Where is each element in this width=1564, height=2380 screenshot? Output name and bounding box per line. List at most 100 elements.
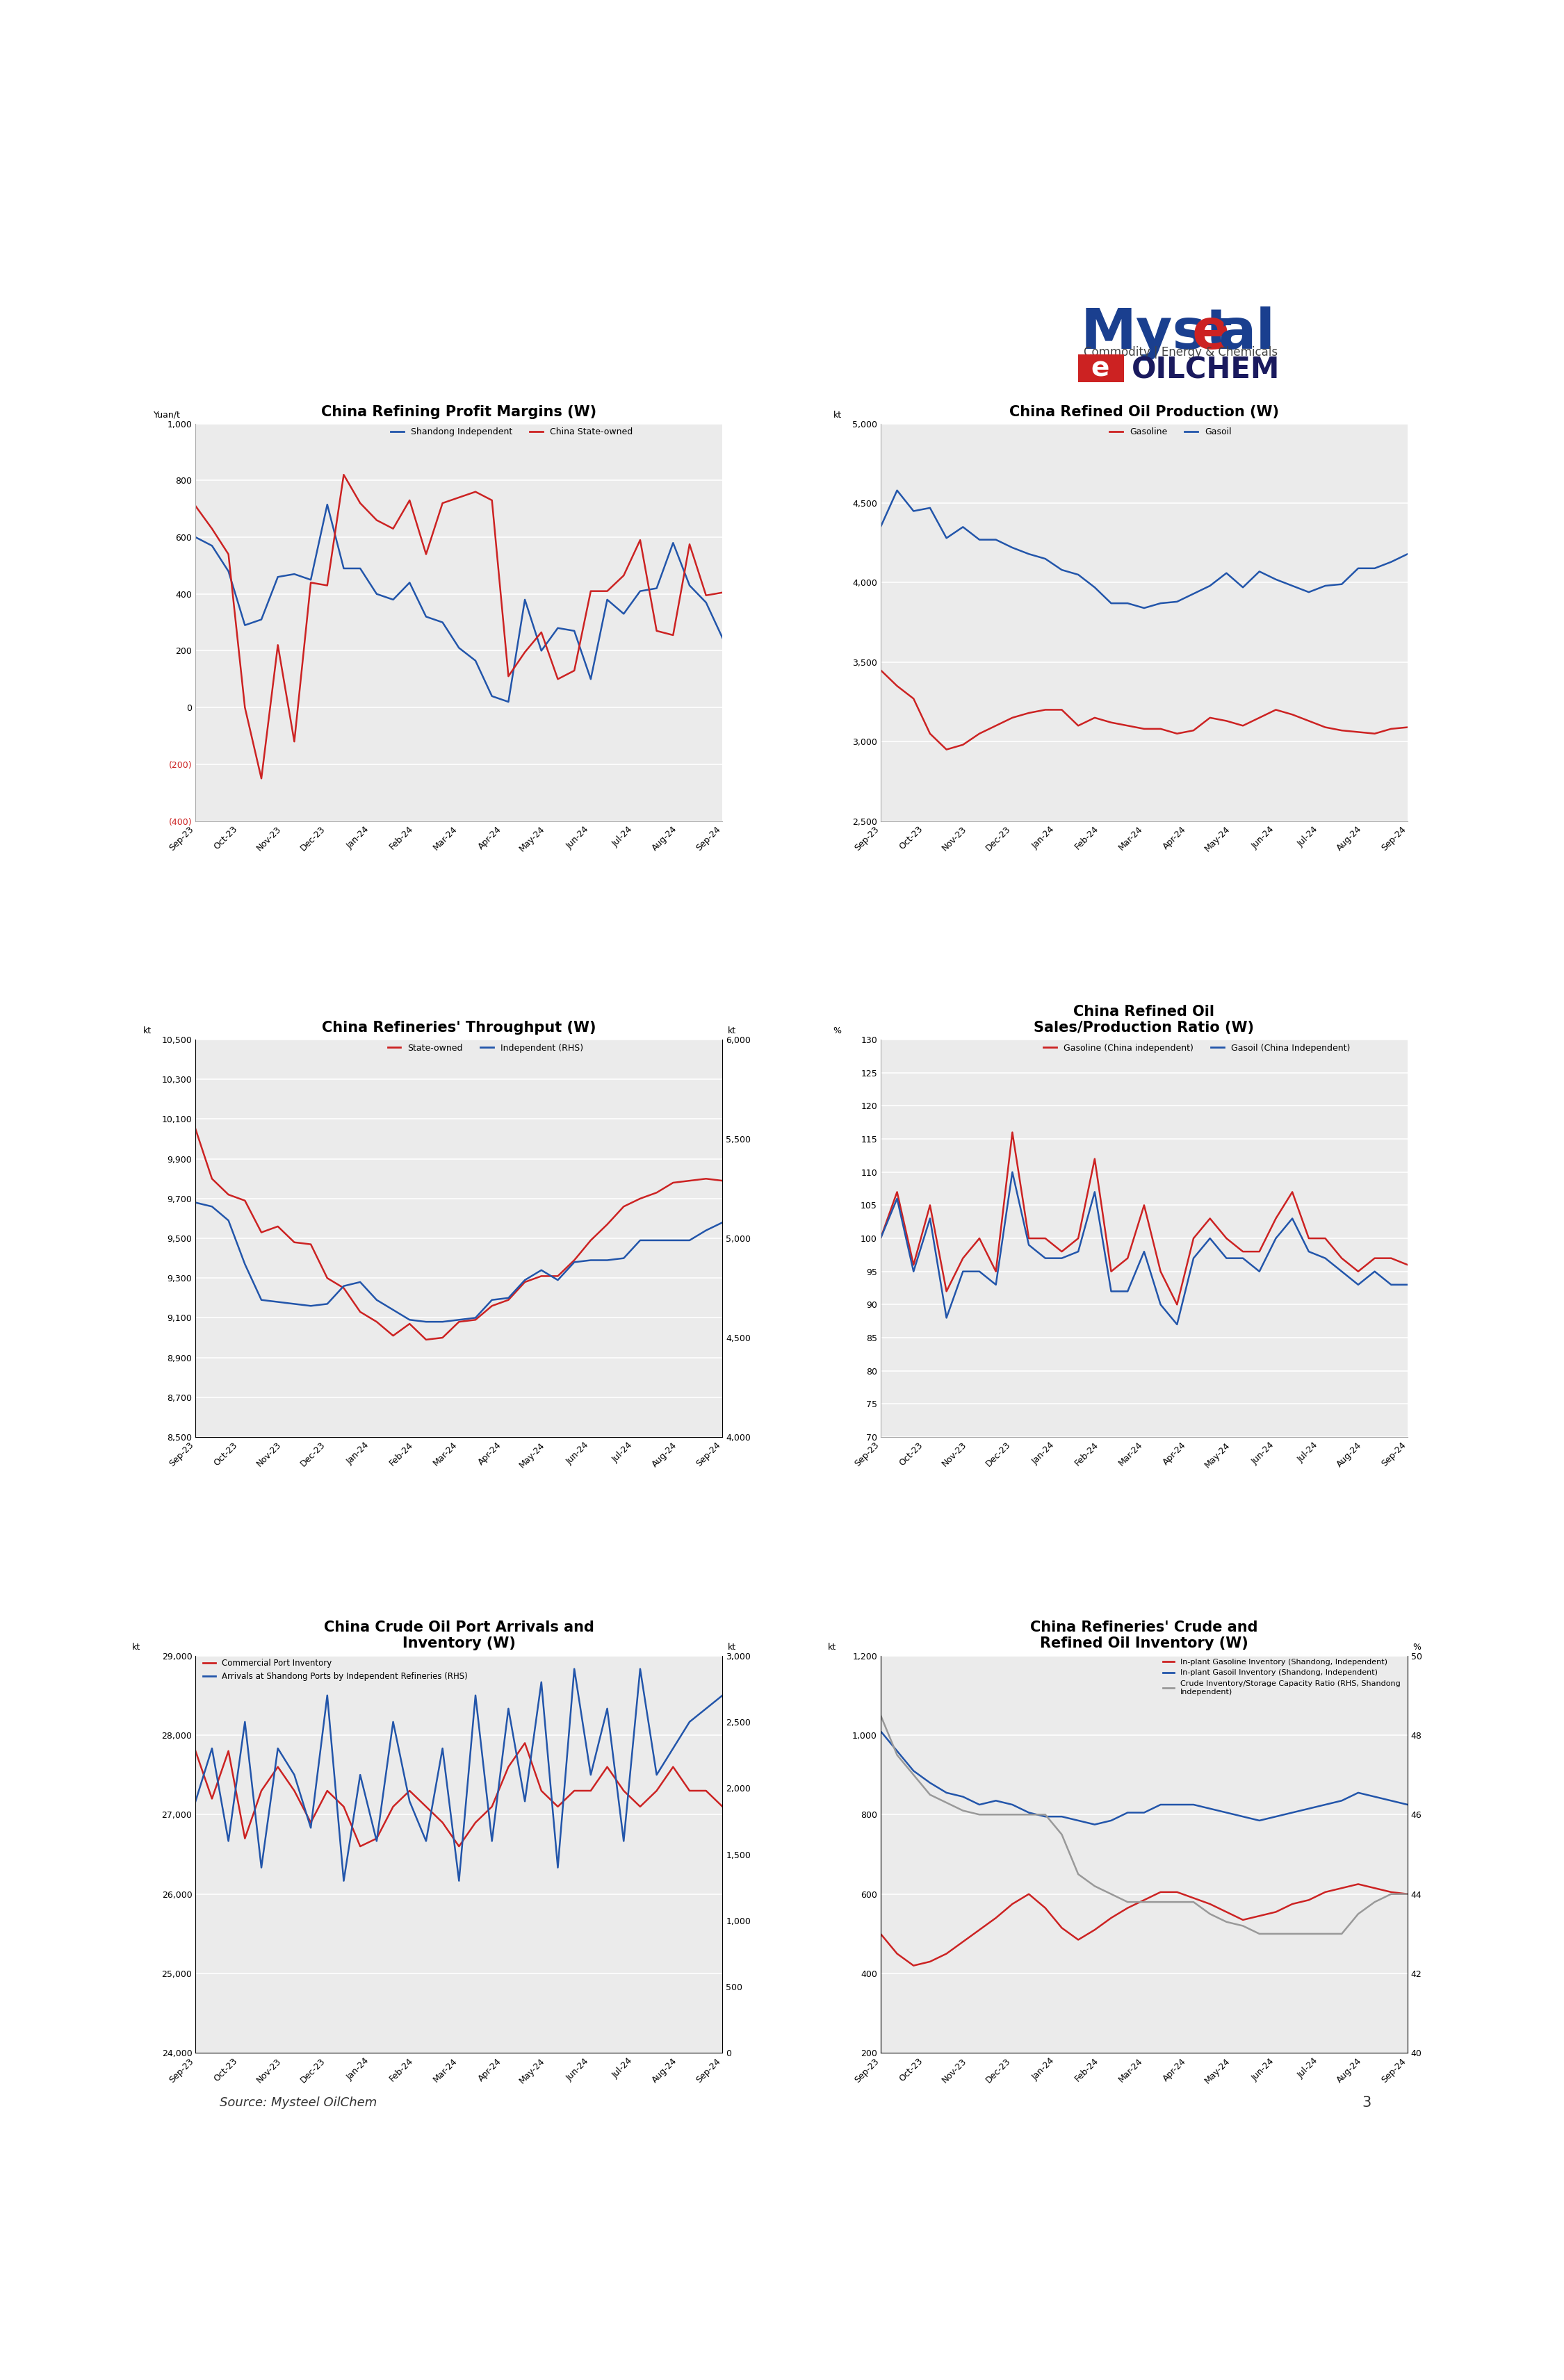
China State-owned	[647, 616, 666, 645]
Text: kt: kt	[727, 1026, 737, 1035]
Independent (RHS)	[499, 1283, 518, 1311]
State-owned	[647, 1178, 666, 1207]
Gasoline (China independent)	[1217, 1223, 1236, 1252]
State-owned	[680, 1166, 699, 1195]
Gasoil	[1003, 533, 1021, 562]
Title: China Refining Profit Margins (W): China Refining Profit Margins (W)	[321, 405, 597, 419]
Line: Gasoline: Gasoline	[881, 671, 1408, 750]
Line: Gasoline (China independent): Gasoline (China independent)	[881, 1133, 1408, 1304]
State-owned	[219, 1180, 238, 1209]
Shandong Independent	[680, 571, 699, 600]
Gasoil	[1168, 588, 1187, 616]
Legend: Gasoline (China independent), Gasoil (China Independent): Gasoline (China independent), Gasoil (Ch…	[1040, 1040, 1353, 1057]
Gasoil (China Independent)	[1381, 1271, 1400, 1299]
China State-owned	[630, 526, 649, 555]
State-owned	[663, 1169, 682, 1197]
Shandong Independent	[383, 585, 402, 614]
State-owned	[582, 1226, 601, 1254]
China State-owned	[317, 571, 336, 600]
Shandong Independent	[269, 562, 288, 590]
Gasoil (China Independent)	[1020, 1230, 1038, 1259]
Line: Independent (RHS): Independent (RHS)	[196, 1202, 723, 1321]
Shandong Independent	[400, 569, 419, 597]
Shandong Independent	[433, 607, 452, 635]
Independent (RHS)	[400, 1307, 419, 1335]
Legend: In-plant Gasoline Inventory (Shandong, Independent), In-plant Gasoil Inventory (: In-plant Gasoline Inventory (Shandong, I…	[1159, 1656, 1404, 1699]
Gasoline	[888, 671, 907, 700]
Gasoline (China independent)	[1053, 1238, 1071, 1266]
Shandong Independent	[549, 614, 568, 643]
Gasoline	[1381, 714, 1400, 743]
Gasoline (China independent)	[1300, 1223, 1318, 1252]
Gasoline	[1217, 707, 1236, 735]
Title: China Crude Oil Port Arrivals and
Inventory (W): China Crude Oil Port Arrivals and Invent…	[324, 1621, 594, 1652]
Independent (RHS)	[696, 1216, 715, 1245]
Shandong Independent	[630, 576, 649, 605]
Gasoline	[937, 735, 956, 764]
Shandong Independent	[368, 581, 386, 609]
China State-owned	[516, 638, 535, 666]
Gasoline	[1398, 714, 1417, 743]
China State-owned	[252, 764, 271, 793]
Title: China Refined Oil
Sales/Production Ratio (W): China Refined Oil Sales/Production Ratio…	[1034, 1004, 1254, 1035]
Gasoil (China Independent)	[1068, 1238, 1087, 1266]
Gasoline	[1250, 704, 1268, 733]
State-owned	[302, 1230, 321, 1259]
China State-owned	[368, 507, 386, 536]
Gasoline (China independent)	[1035, 1223, 1054, 1252]
Gasoline	[970, 719, 988, 747]
State-owned	[696, 1164, 715, 1192]
Gasoil	[921, 493, 940, 521]
Gasoil	[1315, 571, 1334, 600]
Gasoil (China Independent)	[1168, 1309, 1187, 1338]
Gasoil (China Independent)	[1234, 1245, 1253, 1273]
Line: Gasoil (China Independent): Gasoil (China Independent)	[881, 1171, 1408, 1323]
State-owned	[565, 1245, 583, 1273]
Gasoline	[871, 657, 890, 685]
Gasoil (China Independent)	[1282, 1204, 1301, 1233]
Gasoil (China Independent)	[1085, 1178, 1104, 1207]
Gasoline	[987, 712, 1006, 740]
Text: e: e	[1090, 355, 1109, 381]
Text: 3: 3	[1362, 2097, 1372, 2109]
China State-owned	[696, 581, 715, 609]
China State-owned	[269, 631, 288, 659]
Independent (RHS)	[597, 1245, 616, 1273]
China State-owned	[302, 569, 321, 597]
Gasoil (China Independent)	[1315, 1245, 1334, 1273]
Gasoline	[1348, 719, 1367, 747]
Title: China Refineries' Crude and
Refined Oil Inventory (W): China Refineries' Crude and Refined Oil …	[1031, 1621, 1257, 1652]
Shandong Independent	[597, 585, 616, 614]
China State-owned	[203, 514, 222, 543]
Gasoil	[1333, 569, 1351, 597]
Gasoline (China independent)	[1201, 1204, 1220, 1233]
State-owned	[416, 1326, 435, 1354]
Legend: Shandong Independent, China State-owned: Shandong Independent, China State-owned	[388, 424, 637, 440]
China State-owned	[350, 488, 369, 516]
Text: Myst: Myst	[1081, 307, 1232, 362]
Gasoil	[1053, 555, 1071, 583]
Text: e: e	[1192, 307, 1229, 362]
Legend: Commercial Port Inventory, Arrivals at Shandong Ports by Independent Refineries : Commercial Port Inventory, Arrivals at S…	[200, 1656, 471, 1685]
Gasoline (China independent)	[871, 1223, 890, 1252]
Gasoil	[1381, 547, 1400, 576]
Gasoline (China independent)	[1250, 1238, 1268, 1266]
Independent (RHS)	[285, 1290, 303, 1319]
Shandong Independent	[483, 683, 502, 712]
Gasoline (China independent)	[1168, 1290, 1187, 1319]
Gasoline	[1201, 704, 1220, 733]
Gasoline	[1282, 700, 1301, 728]
Independent (RHS)	[630, 1226, 649, 1254]
Independent (RHS)	[713, 1209, 732, 1238]
Gasoil (China Independent)	[1201, 1223, 1220, 1252]
Text: Commodity | Energy & Chemicals: Commodity | Energy & Chemicals	[1084, 345, 1278, 359]
China State-owned	[449, 483, 468, 512]
Line: Shandong Independent: Shandong Independent	[196, 505, 723, 702]
Gasoline (China independent)	[1398, 1250, 1417, 1278]
Gasoline	[1118, 712, 1137, 740]
Independent (RHS)	[203, 1192, 222, 1221]
Gasoil (China Independent)	[1118, 1278, 1137, 1307]
State-owned	[269, 1211, 288, 1240]
State-owned	[532, 1261, 551, 1290]
Independent (RHS)	[647, 1226, 666, 1254]
